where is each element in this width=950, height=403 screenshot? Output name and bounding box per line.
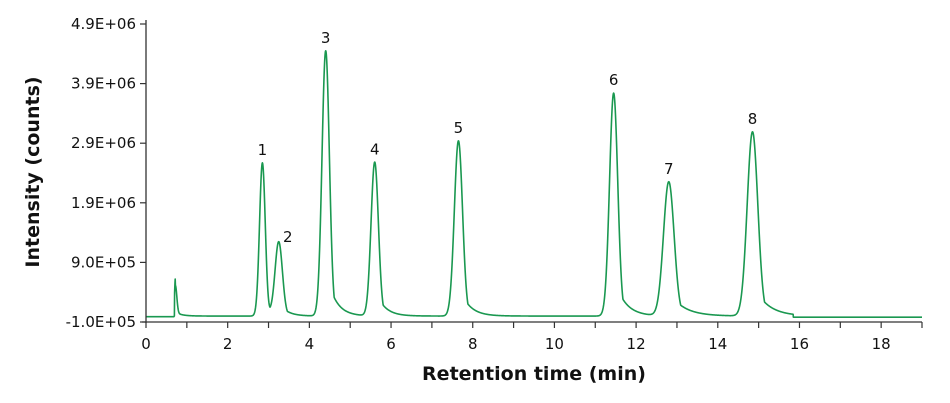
chromatogram-trace [145, 49, 923, 319]
x-tick-label: 4 [305, 335, 315, 353]
y-tick-label: 9.0E+05 [71, 253, 136, 271]
y-tick-label: 3.9E+06 [71, 75, 136, 93]
y-tick-label: 2.9E+06 [71, 134, 136, 152]
y-axis-ticks: -1.0E+05 9.0E+05 1.9E+06 2.9E+06 3.9E+06 4.9E… [66, 15, 146, 331]
peak-label-1: 1 [258, 141, 268, 159]
x-tick-label: 0 [141, 335, 151, 353]
y-axis-title: Intensity (counts) [22, 76, 44, 267]
peak-label-4: 4 [370, 140, 380, 158]
x-tick-label: 10 [545, 335, 564, 353]
peak-label-8: 8 [748, 110, 758, 128]
x-tick-label: 6 [386, 335, 396, 353]
y-tick-label: 1.9E+06 [71, 194, 136, 212]
y-tick-label: 4.9E+06 [71, 15, 136, 33]
peak-label-5: 5 [454, 119, 464, 137]
x-axis-title: Retention time (min) [422, 363, 646, 385]
peak-labels: 1 2 3 4 5 6 7 8 [258, 29, 758, 246]
x-axis-ticks: 0 2 4 6 8 10 12 14 16 18 [141, 322, 923, 353]
x-tick-label: 2 [223, 335, 233, 353]
x-tick-label: 12 [627, 335, 646, 353]
peak-label-7: 7 [664, 160, 674, 178]
peak-label-6: 6 [609, 71, 619, 89]
peak-label-2: 2 [283, 228, 293, 246]
x-tick-label: 16 [790, 335, 809, 353]
x-tick-label: 18 [872, 335, 891, 353]
x-tick-label: 8 [468, 335, 478, 353]
peak-label-3: 3 [321, 29, 331, 47]
y-tick-label: -1.0E+05 [66, 313, 136, 331]
x-tick-label: 14 [708, 335, 727, 353]
